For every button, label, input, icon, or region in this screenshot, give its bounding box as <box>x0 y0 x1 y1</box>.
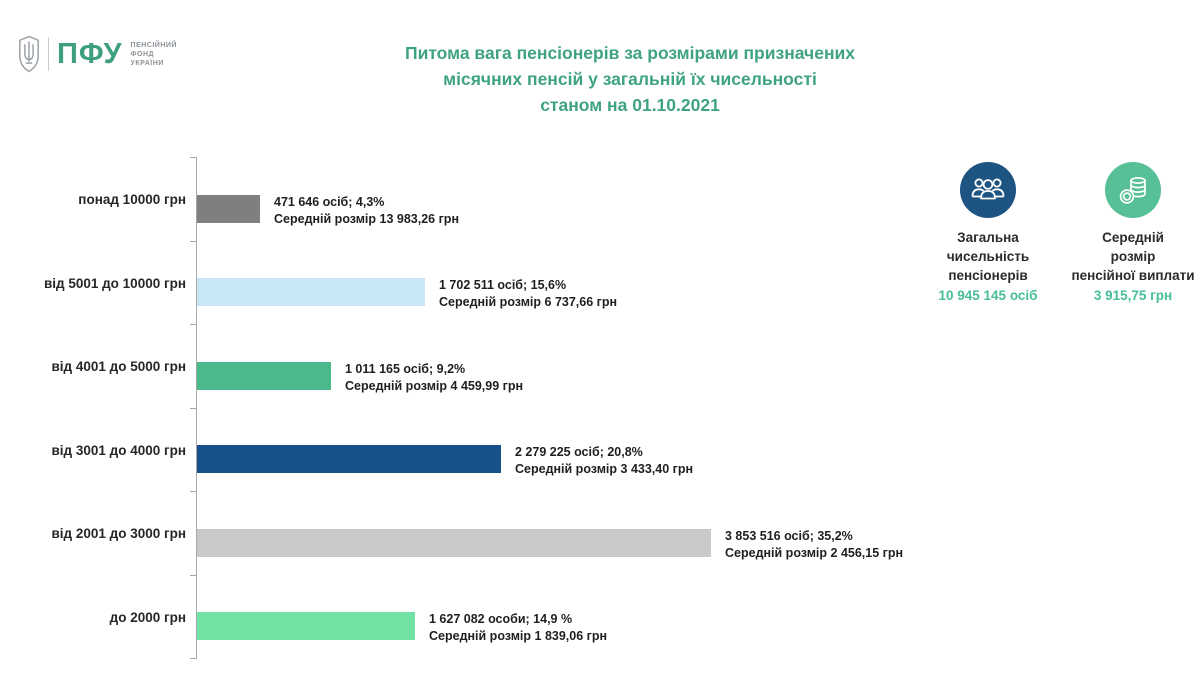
axis-tick <box>190 324 197 325</box>
logo-org-line: пенсійний <box>130 41 177 49</box>
bar-data-label: 1 627 082 особи; 14,9 % Середній розмір 1… <box>429 611 607 645</box>
bar-row: від 5001 до 10000 грн 1 702 511 осіб; 15,… <box>0 241 930 325</box>
axis-tick <box>190 575 197 576</box>
bar-row: до 2000 грн 1 627 082 особи; 14,9 % Середн… <box>0 575 930 659</box>
category-label: понад 10000 грн <box>78 192 186 208</box>
bar <box>197 278 425 307</box>
total-pensioners-value: 10 945 145 осіб <box>938 288 1038 303</box>
logo-org-line: україни <box>130 59 164 67</box>
bar <box>197 194 260 223</box>
bar-average-label: Середній розмір 6 737,66 грн <box>439 295 618 310</box>
people-icon <box>960 162 1016 218</box>
bar-data-label: 1 011 165 осіб; 9,2% Середній розмір 4 45… <box>345 361 523 395</box>
logo-org-line: фонд <box>130 50 154 58</box>
axis-tick <box>190 241 197 242</box>
total-pensioners-caption: Загальна чисельність пенсіонерів <box>918 228 1058 285</box>
page-title: Питома вага пенсіонерів за розмірами при… <box>290 40 970 118</box>
axis-tick <box>190 408 197 409</box>
bar-row: від 4001 до 5000 грн 1 011 165 осіб; 9,2%… <box>0 324 930 408</box>
logo-divider <box>48 37 49 71</box>
average-payment-value: 3 915,75 грн <box>1093 288 1173 303</box>
bar-data-label: 471 646 осіб; 4,3% Середній розмір 13 983… <box>274 194 459 228</box>
category-label: від 4001 до 5000 грн <box>51 359 186 375</box>
caption-line: пенсіонерів <box>948 268 1028 283</box>
page-title-line: Питома вага пенсіонерів за розмірами при… <box>404 43 856 63</box>
axis-tick <box>190 491 197 492</box>
bar-data-label: 3 853 516 осіб; 35,2% Середній розмір 2 4… <box>725 528 903 562</box>
y-axis-line <box>196 157 197 658</box>
page-title-line: станом на 01.10.2021 <box>540 95 720 115</box>
logo-org-name: пенсійний фонд україни <box>131 41 177 68</box>
bar-average-label: Середній розмір 13 983,26 грн <box>274 211 459 226</box>
ukraine-trident-icon <box>18 34 40 74</box>
bar-average-label: Середній розмір 3 433,40 грн <box>515 462 694 477</box>
category-label: до 2000 грн <box>109 609 186 625</box>
category-label: від 2001 до 3000 грн <box>51 526 186 542</box>
page-title-line: місячних пенсій у загальній їх чисельнос… <box>443 69 817 89</box>
caption-line: розмір <box>1110 249 1156 264</box>
category-label: від 3001 до 4000 грн <box>51 442 186 458</box>
average-payment-card: Середній розмір пенсійної виплати 3 915,… <box>1056 162 1200 306</box>
caption-line: Загальна <box>957 230 1019 245</box>
bar-data-label: 1 702 511 осіб; 15,6% Середній розмір 6 7… <box>439 277 617 311</box>
bar-count-label: 1 627 082 особи; 14,9 % <box>429 612 573 627</box>
total-pensioners-card: Загальна чисельність пенсіонерів 10 945 … <box>918 162 1058 306</box>
pension-bar-chart: понад 10000 грн 471 646 осіб; 4,3% Середні… <box>0 157 930 659</box>
coins-icon <box>1105 162 1161 218</box>
logo-abbreviation: ПФУ <box>57 37 123 70</box>
pfu-logo: ПФУ пенсійний фонд україни <box>18 34 177 74</box>
caption-line: чисельність <box>946 249 1030 264</box>
bar-count-label: 1 011 165 осіб; 9,2% <box>345 361 466 376</box>
bar-count-label: 2 279 225 осіб; 20,8% <box>515 445 643 460</box>
chart-rows: понад 10000 грн 471 646 осіб; 4,3% Середні… <box>0 157 930 658</box>
bar <box>197 445 501 474</box>
bar <box>197 612 415 641</box>
bar <box>197 528 711 557</box>
bar-count-label: 471 646 осіб; 4,3% <box>274 194 385 209</box>
bar-count-label: 1 702 511 осіб; 15,6% <box>439 278 567 293</box>
caption-line: Середній <box>1102 230 1164 245</box>
bar-data-label: 2 279 225 осіб; 20,8% Середній розмір 3 4… <box>515 444 693 478</box>
bar <box>197 361 331 390</box>
category-label: від 5001 до 10000 грн <box>43 275 186 291</box>
bar-average-label: Середній розмір 1 839,06 грн <box>429 629 608 644</box>
caption-line: пенсійної виплати <box>1071 268 1195 283</box>
average-payment-caption: Середній розмір пенсійної виплати <box>1056 228 1200 285</box>
bar-row: понад 10000 грн 471 646 осіб; 4,3% Середні… <box>0 157 930 241</box>
bar-average-label: Середній розмір 2 456,15 грн <box>725 545 904 560</box>
axis-tick <box>190 658 197 659</box>
bar-count-label: 3 853 516 осіб; 35,2% <box>725 528 853 543</box>
axis-tick <box>190 157 197 158</box>
bar-row: від 3001 до 4000 грн 2 279 225 осіб; 20,8… <box>0 408 930 492</box>
bar-row: від 2001 до 3000 грн 3 853 516 осіб; 35,2… <box>0 491 930 575</box>
bar-average-label: Середній розмір 4 459,99 грн <box>345 378 524 393</box>
